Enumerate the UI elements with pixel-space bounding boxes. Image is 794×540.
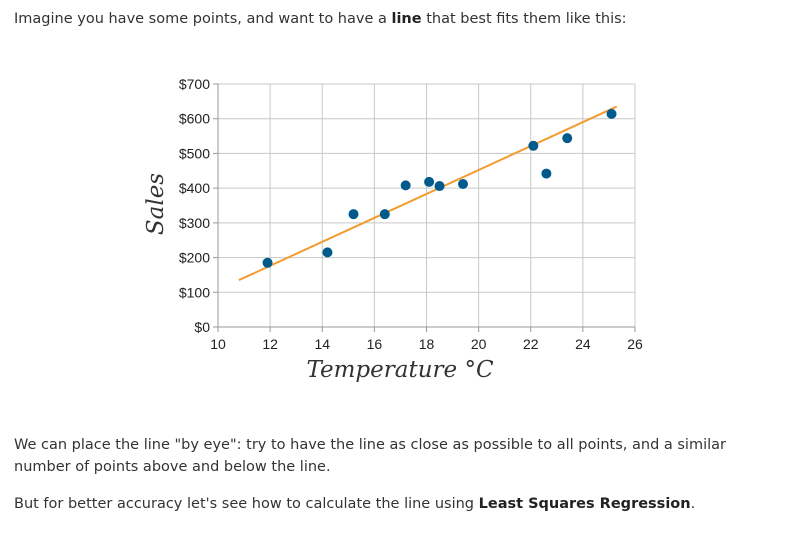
intro-text: Imagine you have some points, and want t… (14, 8, 627, 30)
x-tick-label: 16 (367, 336, 383, 352)
chart-grid (218, 83, 636, 327)
data-point (379, 209, 390, 220)
y-tick-label: $600 (179, 111, 210, 127)
intro-before: Imagine you have some points, and want t… (14, 11, 392, 27)
x-tick-label: 10 (210, 336, 226, 352)
data-points (262, 108, 617, 268)
data-point (400, 180, 411, 191)
y-tick-label: $300 (179, 215, 210, 231)
data-point (457, 178, 468, 189)
chart-axes: 10 12 14 16 18 20 22 24 26 $0 $100 $200 $300 $400 $500… (179, 76, 643, 352)
y-tick-label: $500 (179, 145, 210, 161)
y-tick-label: $0 (194, 319, 210, 335)
x-tick-label: 24 (575, 336, 591, 352)
data-point (322, 247, 333, 258)
intro-bold: line (391, 11, 422, 27)
best-fit-line (238, 105, 618, 282)
y-axis-title: Sales (143, 173, 169, 235)
x-tick-label: 22 (523, 336, 539, 352)
accuracy-after: . (690, 496, 696, 512)
y-tick-label: $400 (179, 180, 210, 196)
by-eye-paragraph: We can place the line "by eye": try to h… (14, 437, 726, 475)
x-tick-label: 18 (419, 336, 435, 352)
y-tick-label: $200 (179, 250, 210, 266)
fit-line-layer (238, 105, 618, 282)
y-tick-label: $700 (179, 76, 210, 92)
x-tick-label: 12 (262, 336, 278, 352)
data-point (424, 176, 435, 187)
x-tick-label: 20 (471, 336, 487, 352)
x-axis-title: Temperature °C (306, 357, 493, 383)
data-point (348, 209, 359, 220)
data-point (262, 257, 273, 268)
data-point (434, 181, 445, 192)
accuracy-text: But for better accuracy let's see how to… (14, 493, 695, 515)
accuracy-bold: Least Squares Regression (478, 496, 691, 512)
y-tick-label: $100 (179, 284, 210, 300)
x-tick-label: 26 (627, 336, 643, 352)
data-point (562, 133, 573, 144)
data-point (528, 140, 539, 151)
intro-after: that best fits them like this: (421, 11, 627, 27)
scatter-chart: 10 12 14 16 18 20 22 24 26 $0 $100 $200 $300 $400 $500… (143, 76, 643, 383)
data-point (606, 108, 617, 119)
accuracy-before: But for better accuracy let's see how to… (14, 496, 479, 512)
data-point (541, 168, 552, 179)
x-tick-label: 14 (314, 336, 330, 352)
